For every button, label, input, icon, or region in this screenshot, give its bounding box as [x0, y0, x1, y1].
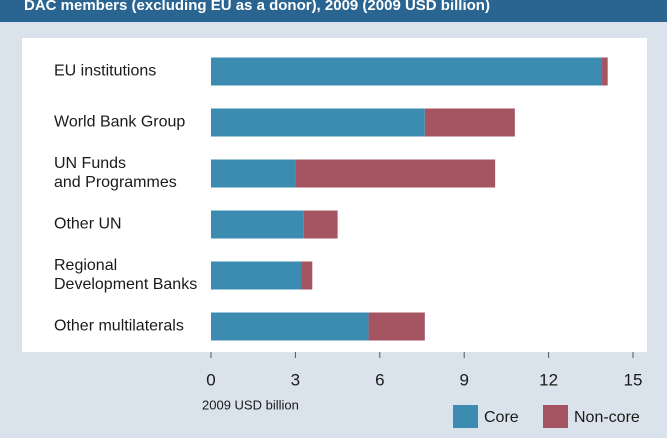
bar-segment — [295, 159, 496, 188]
bar-segment — [211, 261, 302, 290]
legend-label: Core — [484, 409, 519, 426]
category-line: Regional — [54, 257, 117, 274]
x-tick-label: 15 — [624, 370, 643, 389]
title-band — [0, 0, 667, 22]
category-line: and Programmes — [54, 174, 177, 191]
category-line: Development Banks — [54, 276, 197, 293]
category-line: World Bank Group — [54, 114, 185, 131]
x-tick-label: 3 — [291, 370, 300, 389]
category-label: World Bank Group — [54, 114, 185, 131]
bar-segment — [424, 108, 515, 137]
legend-swatch — [543, 405, 568, 428]
category-label: EU institutions — [54, 63, 156, 80]
category-label: Other UN — [54, 216, 122, 233]
bar-segment — [301, 261, 313, 290]
plot-panel — [22, 38, 647, 352]
category-line: Other UN — [54, 216, 122, 233]
category-label: UN Funds and Programmes — [54, 155, 177, 191]
x-tick-label: 12 — [539, 370, 558, 389]
bar-segment — [368, 312, 425, 341]
category-line: Other multilaterals — [54, 318, 184, 335]
category-line: EU institutions — [54, 63, 156, 80]
x-tick-label: 9 — [459, 370, 468, 389]
bar-segment — [211, 210, 304, 239]
x-tick-label: 0 — [206, 370, 215, 389]
x-axis-label: 2009 USD billion — [202, 397, 299, 412]
bar-segment — [211, 57, 603, 86]
category-label: Other multilaterals — [54, 318, 184, 335]
bar-segment — [211, 159, 296, 188]
bar-segment — [211, 108, 425, 137]
chart-title: DAC members (excluding EU as a donor), 2… — [24, 0, 490, 14]
legend-swatch — [453, 405, 478, 428]
bar-segment — [211, 312, 369, 341]
legend-label: Non-core — [574, 409, 640, 426]
category-line: UN Funds — [54, 155, 126, 172]
x-tick-label: 6 — [375, 370, 384, 389]
bar-segment — [602, 57, 608, 86]
bar-segment — [303, 210, 338, 239]
category-label: Regional Development Banks — [54, 257, 197, 293]
